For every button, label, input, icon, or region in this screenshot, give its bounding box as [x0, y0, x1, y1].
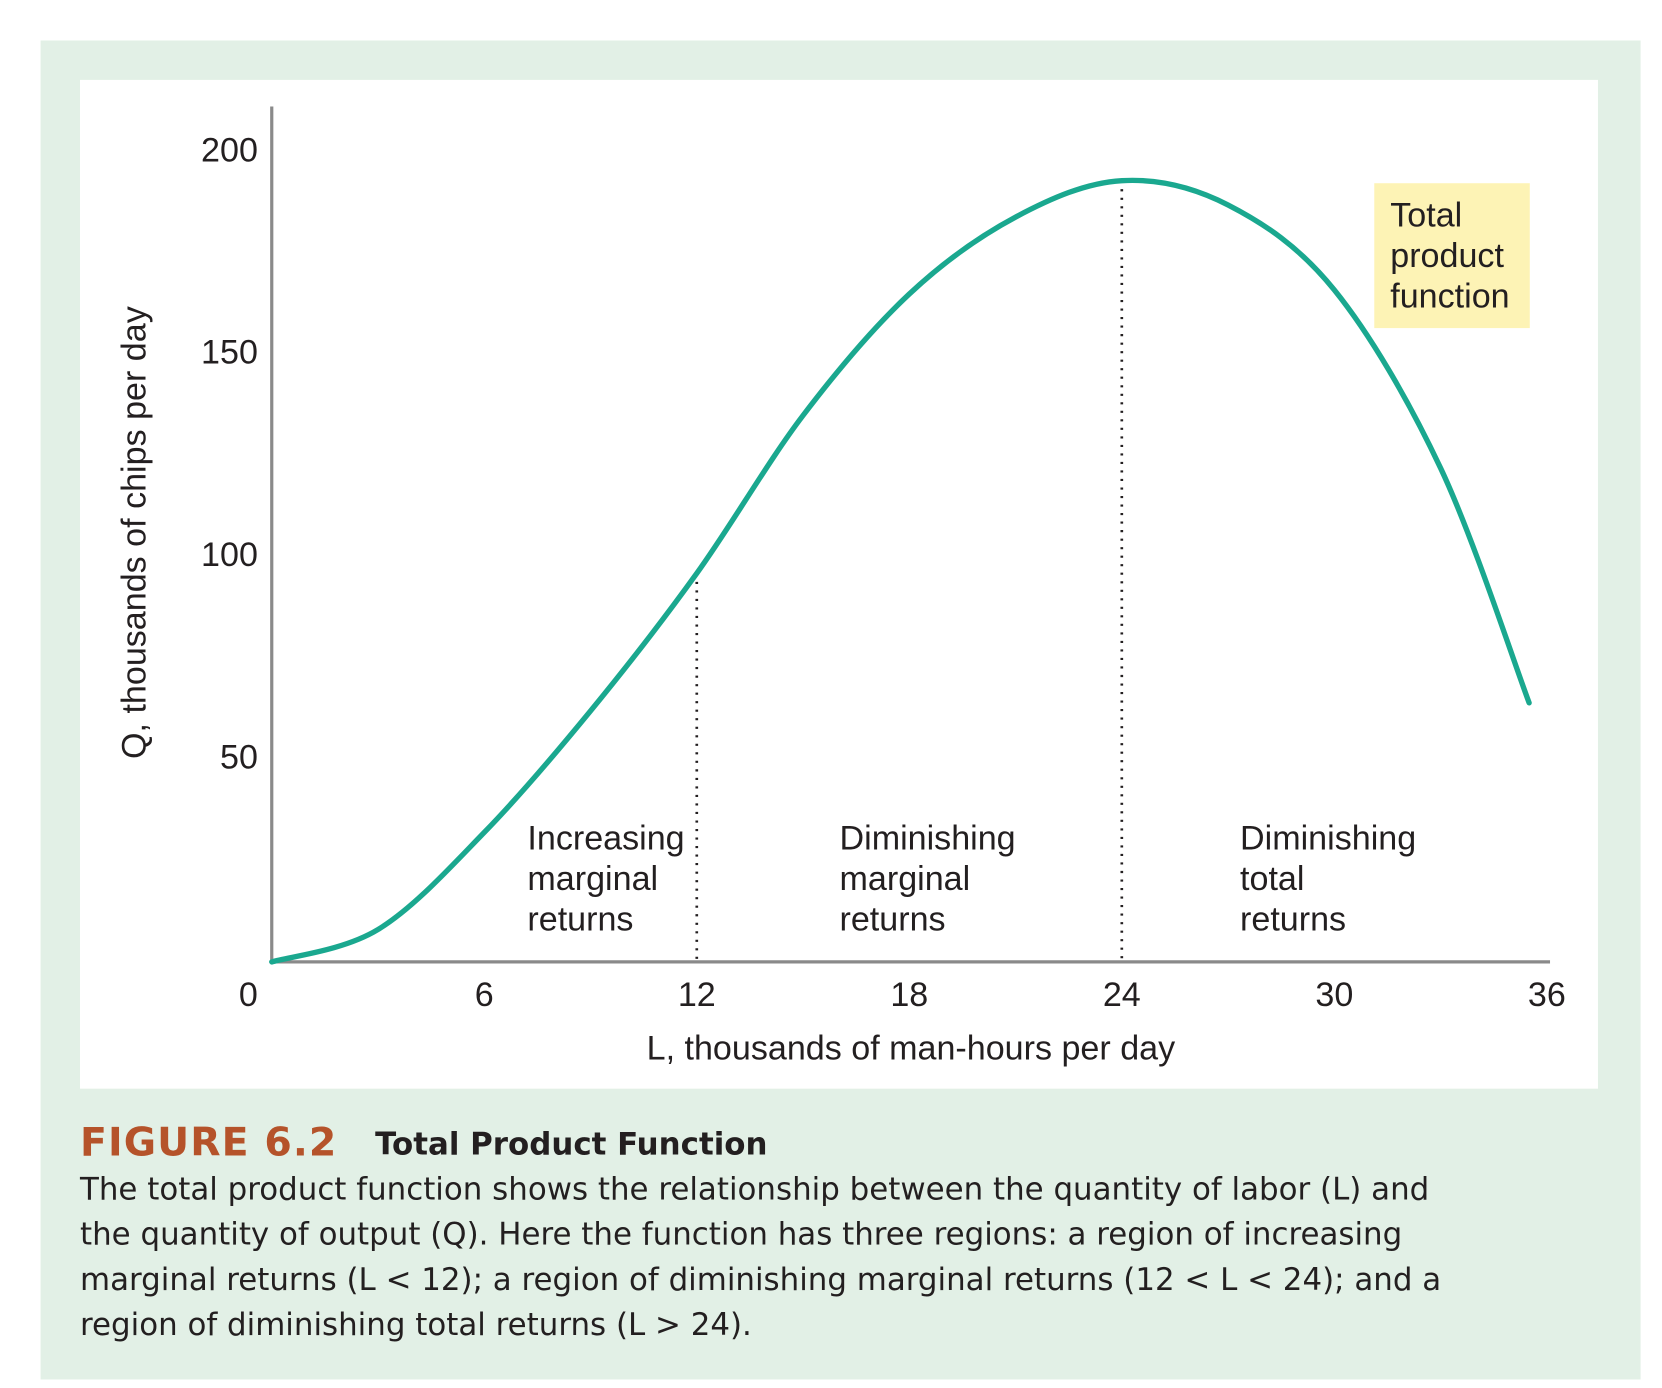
region-label: marginal — [527, 860, 658, 898]
x-tick-label: 18 — [890, 976, 928, 1014]
region-label: marginal — [840, 860, 971, 898]
callout-label: function — [1390, 277, 1509, 315]
x-axis-label: L, thousands of man-hours per day — [647, 1029, 1176, 1067]
caption-line: region of diminishing total returns (L >… — [80, 1307, 752, 1343]
x-tick-label: 24 — [1103, 976, 1141, 1014]
y-tick-label: 50 — [220, 739, 258, 777]
region-label: returns — [1240, 900, 1346, 938]
callout-label: product — [1390, 237, 1504, 275]
callout-label: Total — [1390, 196, 1462, 234]
region-label: total — [1240, 860, 1304, 898]
y-tick-label: 150 — [201, 334, 258, 372]
callout-box — [1374, 183, 1530, 329]
total-product-curve — [269, 177, 1532, 965]
chart-panel — [80, 79, 1598, 1089]
region-label: Increasing — [527, 819, 684, 857]
x-tick-label: 36 — [1528, 976, 1566, 1014]
caption-line: The total product function shows the rel… — [79, 1171, 1429, 1207]
caption-line: marginal returns (L < 12); a region of d… — [80, 1262, 1441, 1298]
y-tick-label: 100 — [201, 536, 258, 574]
caption-line: the quantity of output (Q). Here the fun… — [80, 1217, 1402, 1253]
x-tick-label: 12 — [678, 976, 716, 1014]
figure-number: FIGURE 6.2 — [80, 1120, 337, 1166]
x-tick-label: 30 — [1315, 976, 1353, 1014]
region-label: returns — [527, 900, 633, 938]
figure-title: Total Product Function — [375, 1127, 767, 1163]
x-tick-label: 6 — [475, 976, 494, 1014]
y-tick-label: 200 — [201, 131, 258, 169]
region-label: Diminishing — [840, 819, 1016, 857]
y-axis-label: Q, thousands of chips per day — [115, 306, 153, 759]
region-label: Diminishing — [1240, 819, 1416, 857]
region-label: returns — [840, 900, 946, 938]
x-tick-label: 0 — [239, 976, 258, 1014]
